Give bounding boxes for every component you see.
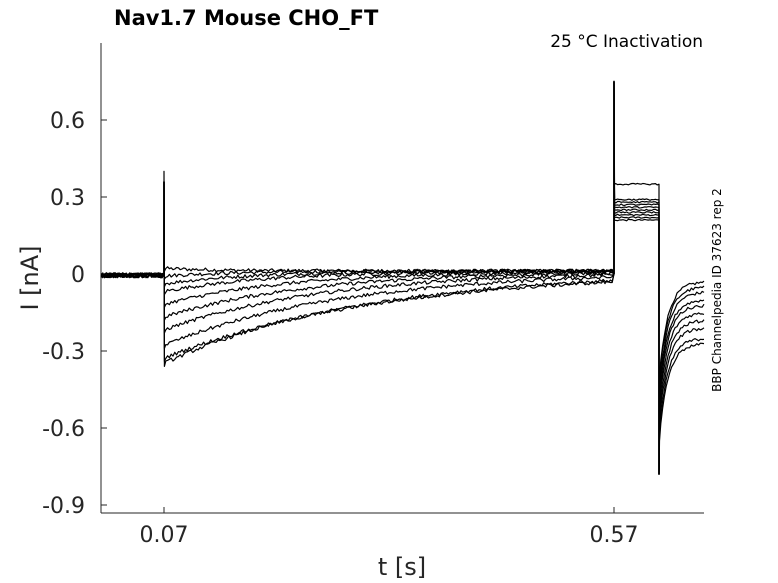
- y-axis-label: I [nA]: [16, 245, 44, 310]
- series-line: [100, 80, 705, 475]
- y-ticks: 0.6 0.3 0 -0.3 -0.6 -0.9: [42, 109, 107, 519]
- chart-subtitle: 25 °C Inactivation: [550, 32, 703, 52]
- series-line: [100, 80, 705, 475]
- series-line: [101, 80, 705, 475]
- traces: [100, 80, 705, 475]
- y-tick-label: 0.3: [50, 186, 85, 211]
- series-line: [100, 80, 705, 475]
- y-tick-label: -0.3: [42, 340, 85, 365]
- side-note: BBP Channelpedia ID 37623 rep 2: [710, 188, 724, 392]
- y-tick-label: -0.9: [42, 494, 85, 519]
- y-tick-label: 0: [71, 263, 85, 288]
- y-tick-label: 0.6: [50, 109, 85, 134]
- chart-title: Nav1.7 Mouse CHO_FT: [114, 6, 379, 30]
- series-line: [100, 80, 705, 475]
- x-tick-label: 0.07: [140, 523, 189, 548]
- x-tick-label: 0.57: [590, 523, 639, 548]
- y-tick-label: -0.6: [42, 417, 85, 442]
- x-ticks: 0.07 0.57: [140, 507, 639, 548]
- x-axis-label: t [s]: [378, 553, 426, 581]
